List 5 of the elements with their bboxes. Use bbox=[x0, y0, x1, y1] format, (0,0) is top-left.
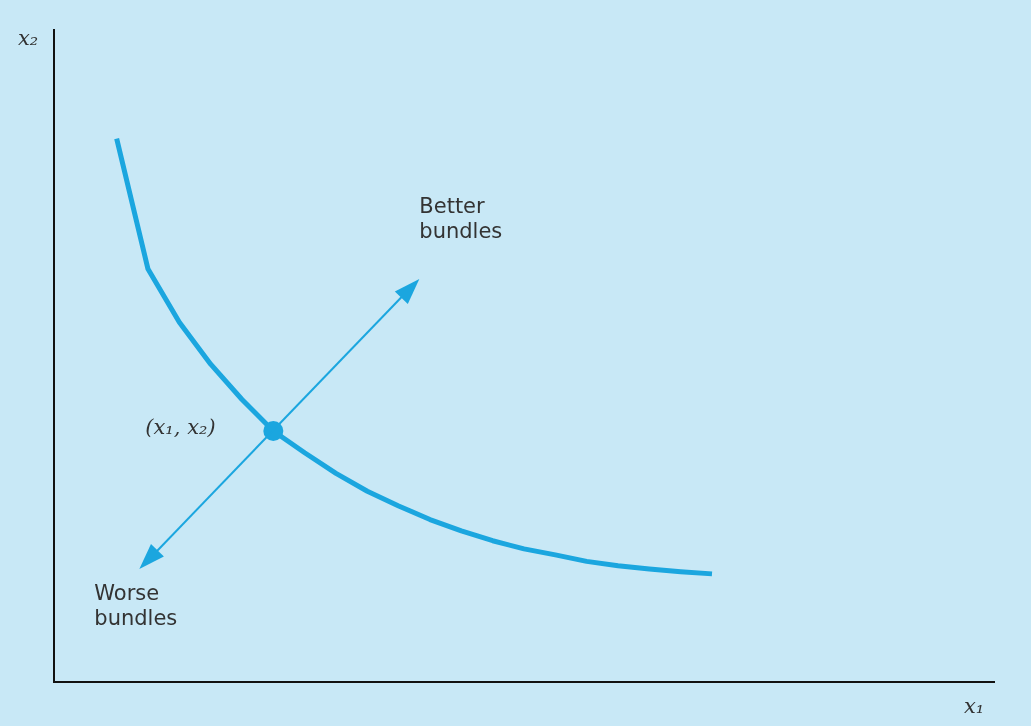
x-axis-title: x₁ bbox=[964, 694, 985, 720]
y-axis-title: x₂ bbox=[18, 26, 39, 52]
annotation: Worse bundles bbox=[94, 580, 178, 632]
annotation: (x₁, x₂) bbox=[145, 414, 216, 441]
annotation: Better bundles bbox=[419, 193, 503, 245]
